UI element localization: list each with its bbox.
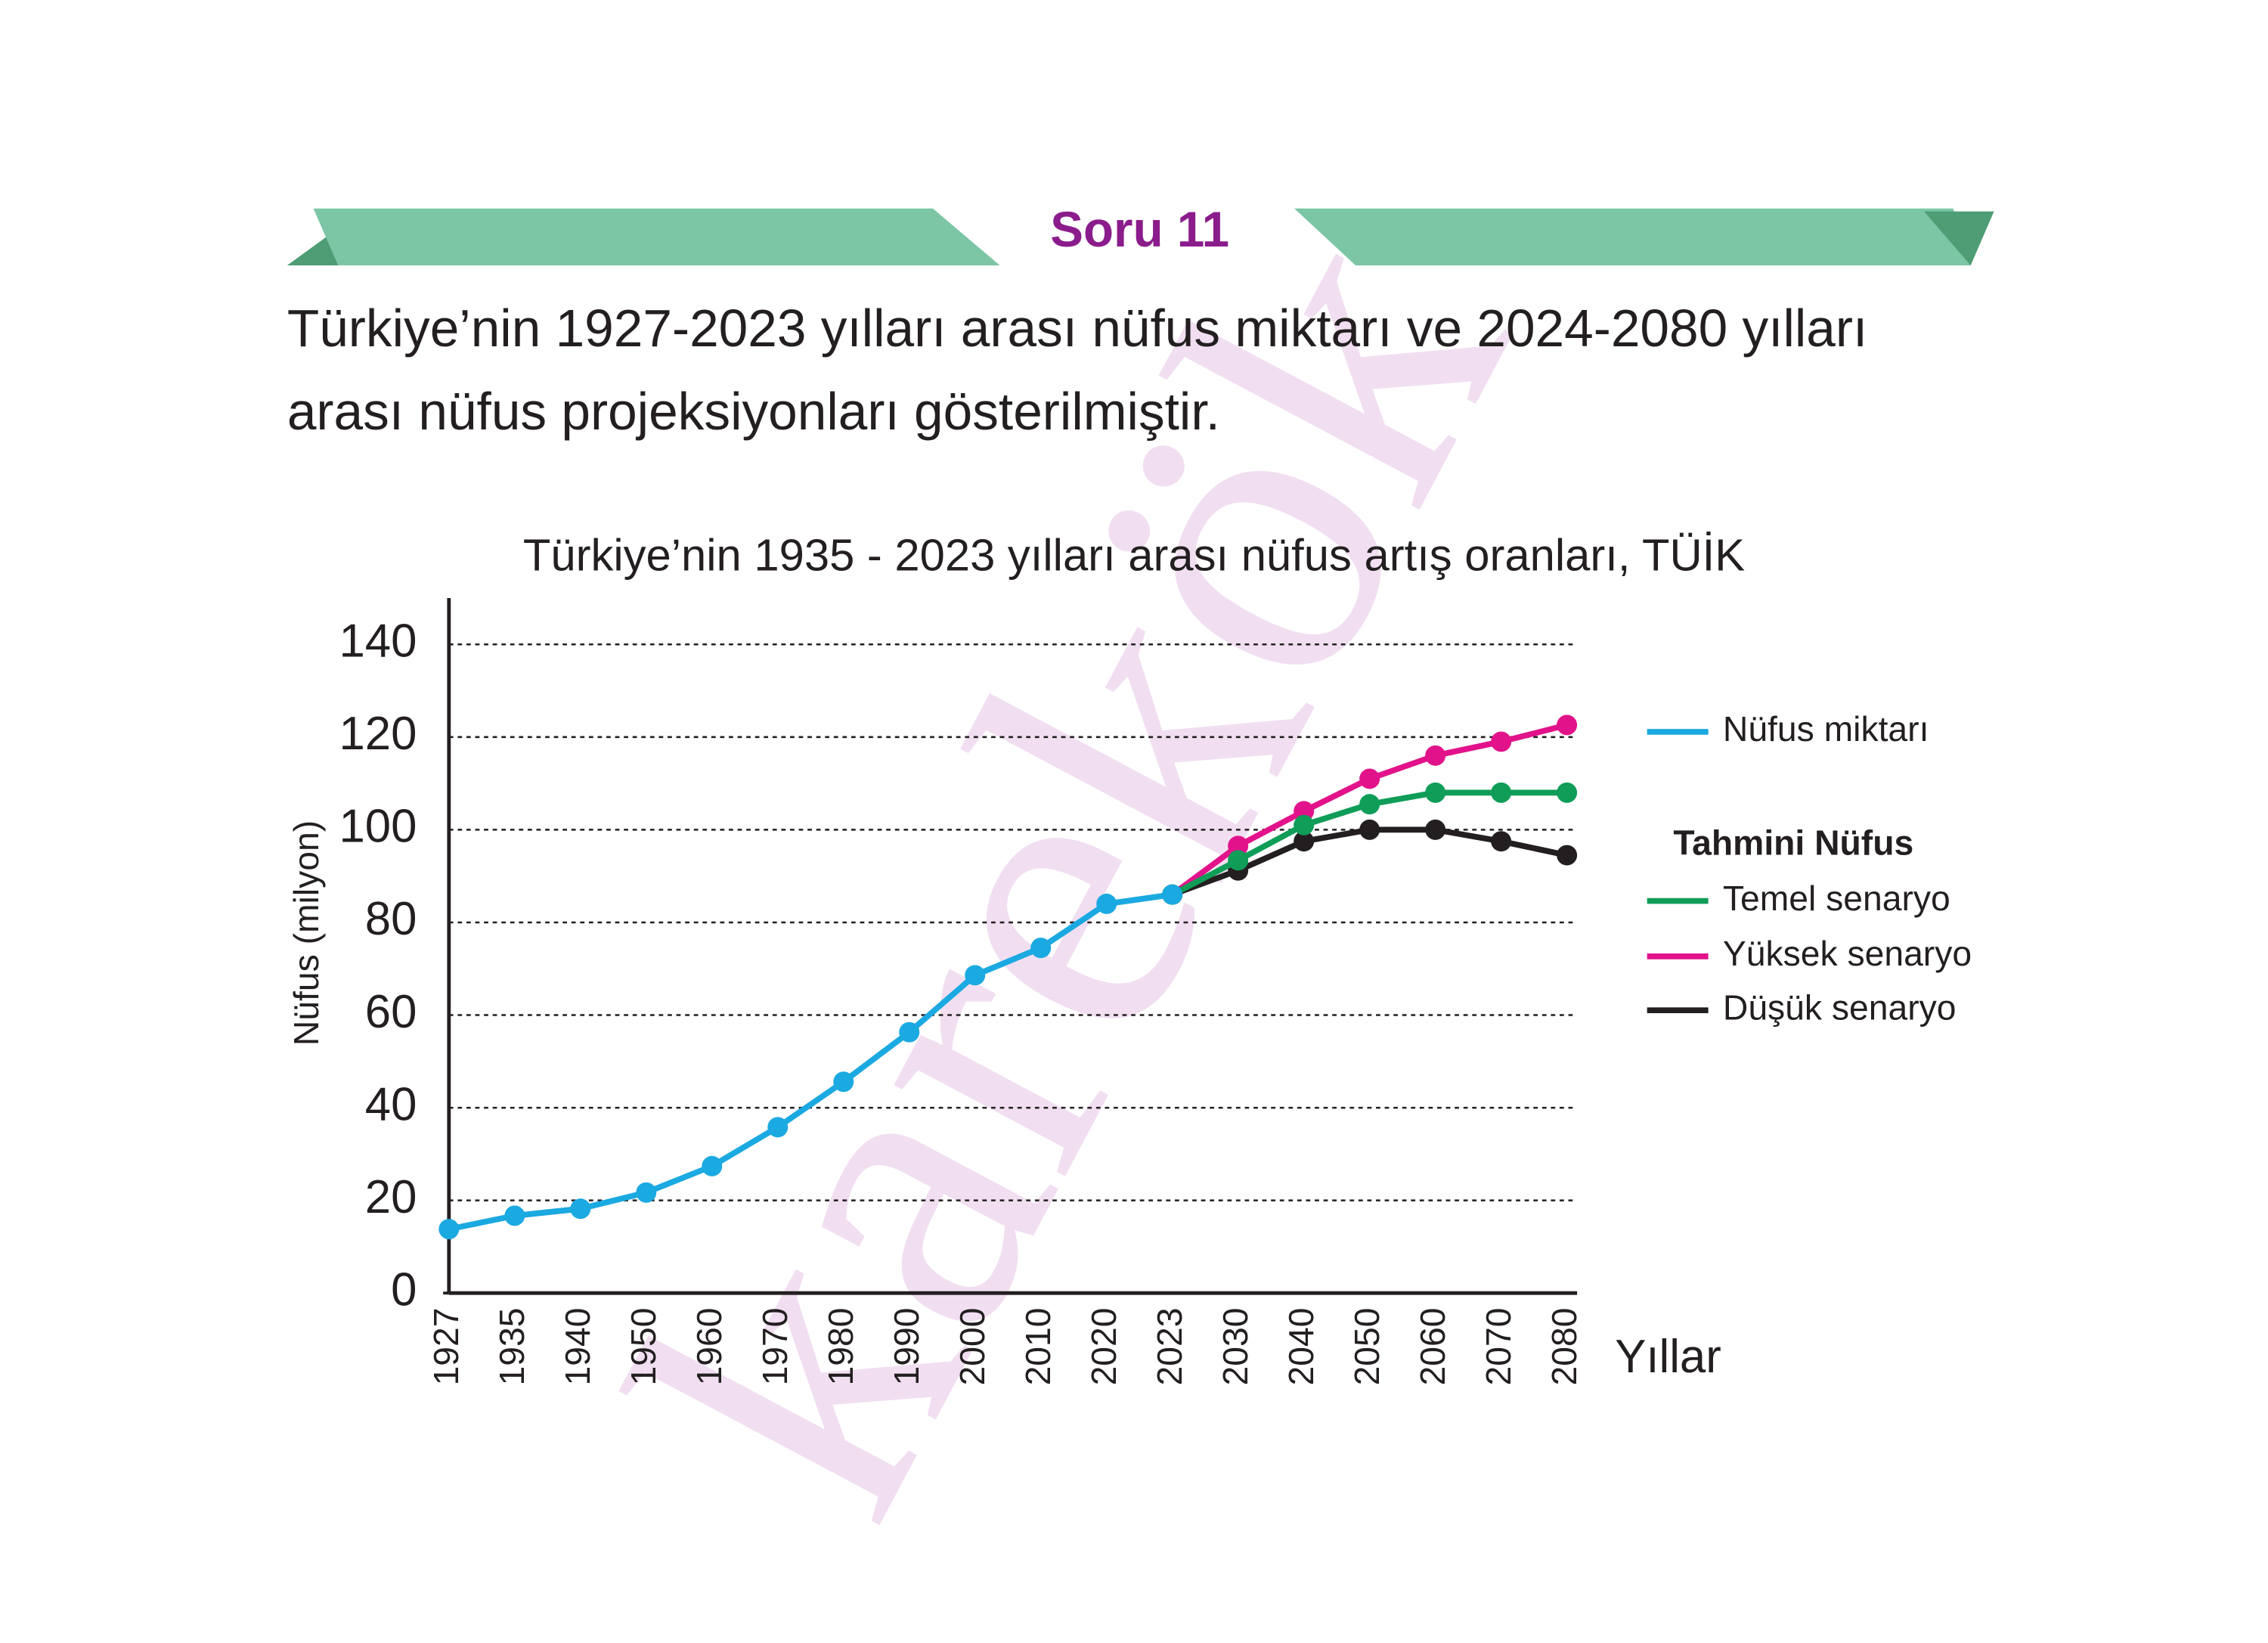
ribbon-left	[313, 208, 1000, 265]
chart-title: Türkiye’nin 1935 - 2023 yılları arası nü…	[523, 529, 1745, 580]
data-point	[1557, 845, 1578, 866]
y-tick-label: 40	[365, 1078, 417, 1130]
data-point	[1425, 745, 1446, 766]
data-point	[1557, 715, 1578, 736]
data-point	[833, 1071, 854, 1093]
data-point	[1096, 893, 1117, 914]
x-tick-label: 1960	[689, 1307, 729, 1385]
legend-label: Yüksek senaryo	[1723, 934, 1972, 973]
question-text: Türkiye’nin 1927-2023 yılları arası nüfu…	[287, 299, 1867, 358]
question-number: Soru 11	[1050, 202, 1229, 257]
x-tick-label: 1990	[887, 1307, 926, 1385]
x-tick-label: 2030	[1216, 1307, 1255, 1385]
x-tick-label: 2080	[1545, 1307, 1584, 1385]
data-point	[636, 1182, 657, 1203]
legend-group-title: Tahmini Nüfus	[1673, 823, 1913, 863]
y-axis-label: Nüfus (milyon)	[287, 820, 326, 1046]
ribbon-right	[1294, 208, 1971, 265]
data-point	[1359, 819, 1380, 840]
x-tick-label: 2050	[1347, 1307, 1387, 1385]
y-tick-label: 60	[365, 986, 417, 1038]
series-line	[448, 891, 1173, 1232]
y-tick-label: 80	[365, 893, 417, 945]
x-tick-label: 2040	[1281, 1307, 1321, 1385]
x-tick-label: 2010	[1018, 1307, 1058, 1385]
data-point	[570, 1198, 591, 1220]
data-point	[504, 1205, 525, 1226]
data-point	[702, 1155, 723, 1176]
data-point	[965, 965, 986, 986]
data-point	[1228, 850, 1249, 871]
data-point	[1491, 782, 1512, 803]
data-point	[1359, 794, 1380, 815]
x-tick-label: 2060	[1413, 1307, 1452, 1385]
y-tick-label: 0	[391, 1264, 417, 1316]
y-tick-label: 120	[339, 708, 417, 760]
data-point	[1294, 831, 1315, 852]
y-tick-label: 100	[339, 801, 417, 853]
x-axis-label: Yıllar	[1615, 1331, 1721, 1383]
ribbon-fold	[1923, 211, 1994, 265]
data-point	[1557, 782, 1578, 803]
data-point	[1359, 768, 1380, 789]
data-point	[1491, 831, 1512, 852]
data-point	[1030, 938, 1052, 959]
x-tick-label: 1950	[624, 1307, 663, 1385]
legend-label: Temel senaryo	[1723, 879, 1950, 918]
x-tick-label: 2000	[953, 1307, 992, 1385]
data-point	[899, 1021, 920, 1043]
y-tick-label: 20	[365, 1171, 417, 1223]
data-point	[1294, 814, 1315, 835]
data-point	[1162, 884, 1183, 905]
data-point	[1491, 731, 1512, 752]
legend-label: Nüfus miktarı	[1723, 709, 1929, 749]
x-tick-label: 1927	[426, 1307, 466, 1385]
x-tick-label: 2023	[1150, 1307, 1189, 1385]
x-tick-label: 1940	[558, 1307, 597, 1385]
x-tick-label: 1980	[821, 1307, 860, 1385]
banner: Soru 11	[287, 202, 1994, 265]
data-point	[1425, 782, 1446, 803]
question-text: arası nüfus projeksiyonları gösterilmişt…	[287, 382, 1220, 441]
y-tick-label: 140	[339, 615, 417, 668]
x-tick-label: 2070	[1479, 1307, 1518, 1385]
x-tick-label: 1970	[755, 1307, 795, 1385]
data-point	[1228, 835, 1249, 857]
legend-label: Düşük senaryo	[1723, 987, 1957, 1027]
data-point	[438, 1219, 460, 1240]
data-point	[767, 1117, 789, 1138]
data-point	[1425, 819, 1446, 840]
x-tick-label: 2020	[1084, 1307, 1123, 1385]
x-tick-label: 1935	[492, 1307, 531, 1385]
